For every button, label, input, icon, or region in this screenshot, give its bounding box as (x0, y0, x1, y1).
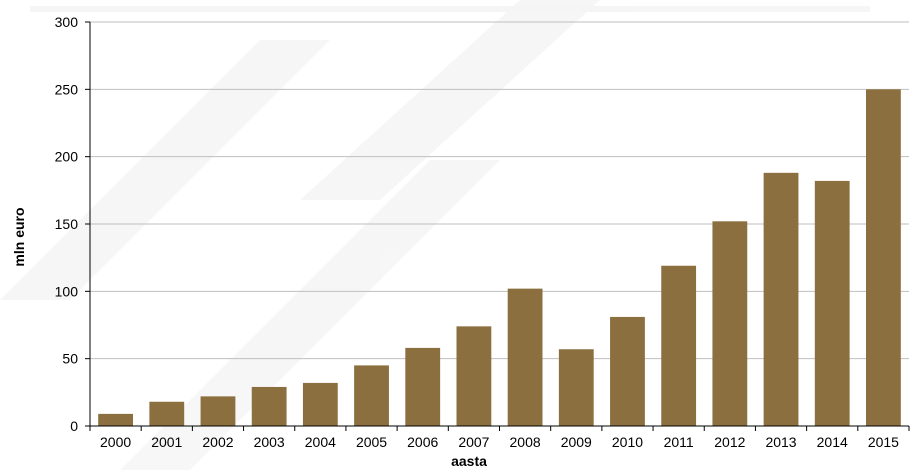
bar-2000 (98, 413, 133, 426)
bars (98, 89, 901, 426)
x-axis-title: aasta (451, 453, 487, 469)
bar-2008 (507, 288, 543, 426)
y-tick-label: 50 (62, 351, 78, 367)
bar-2009 (558, 349, 594, 426)
bar-2001 (149, 401, 185, 426)
bar-2015 (866, 89, 901, 426)
x-tick-label: 2013 (765, 434, 796, 450)
bar-2013 (763, 172, 799, 426)
x-axis-ticks: 2000 2001 2002 2003 2004 2005 2006 2007 2008 2009… (89, 426, 910, 450)
y-tick-label: 300 (55, 14, 79, 30)
bar-2006 (405, 347, 441, 426)
y-tick-label: 100 (55, 283, 79, 299)
x-tick-label: 2015 (868, 434, 899, 450)
x-tick-label: 2007 (458, 434, 489, 450)
bar-2004 (302, 382, 338, 426)
y-tick-label: 150 (55, 216, 79, 232)
bar-2014 (814, 180, 850, 426)
bar-2011 (661, 265, 697, 426)
x-tick-label: 2008 (510, 434, 541, 450)
x-tick-label: 2005 (356, 434, 387, 450)
x-tick-label: 2002 (202, 434, 233, 450)
x-tick-label: 2009 (561, 434, 592, 450)
bar-2002 (200, 396, 236, 426)
x-tick-label: 2003 (254, 434, 285, 450)
bar-2003 (251, 386, 287, 426)
x-tick-label: 2012 (714, 434, 745, 450)
x-tick-label: 2010 (612, 434, 643, 450)
x-tick-label: 2014 (817, 434, 848, 450)
y-tick-label: 200 (55, 149, 79, 165)
y-axis-title: mln euro (11, 207, 27, 266)
x-tick-label: 2000 (100, 434, 131, 450)
y-axis-ticks: 0 50 100 150 200 250 300 (55, 14, 90, 434)
bar-2010 (610, 316, 645, 426)
x-tick-label: 2011 (664, 434, 694, 450)
x-tick-label: 2004 (305, 434, 336, 450)
bar-2012 (712, 221, 748, 426)
x-tick-label: 2006 (407, 434, 438, 450)
bar-2007 (456, 326, 492, 426)
y-tick-label: 250 (55, 81, 79, 97)
y-tick-label: 0 (70, 418, 78, 434)
x-tick-label: 2001 (151, 434, 182, 450)
watermark (0, 0, 870, 470)
bar-2005 (354, 365, 389, 426)
